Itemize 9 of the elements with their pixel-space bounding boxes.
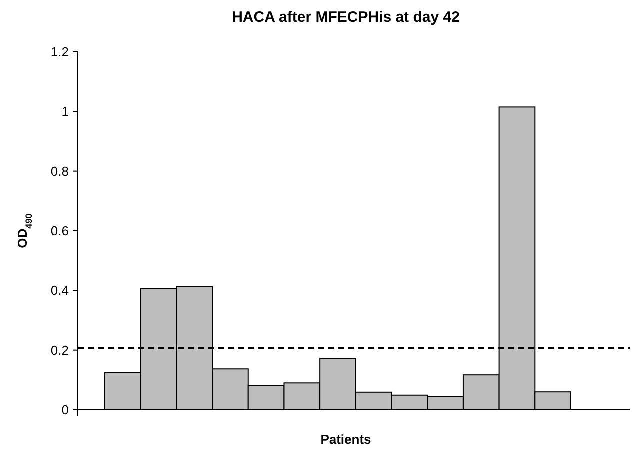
chart-title: HACA after MFECPHis at day 42 [232, 9, 460, 26]
y-tick-label: 0.6 [50, 224, 69, 238]
y-tick-label: 0.4 [50, 283, 69, 298]
y-tick-label: 0.8 [50, 164, 69, 179]
y-tick-label: 0 [62, 402, 69, 418]
y-tick-label: 0.2 [50, 342, 69, 358]
y-tick-label: 1.2 [50, 44, 69, 60]
x-axis-title: Patients [320, 432, 372, 447]
y-tick-label: 1 [62, 104, 69, 120]
